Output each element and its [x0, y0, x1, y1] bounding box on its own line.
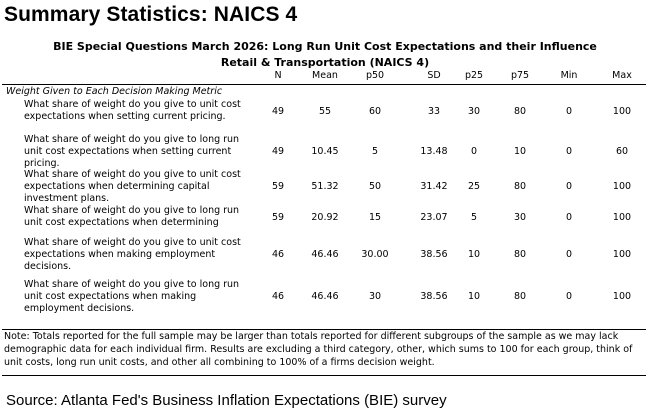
question-label: What share of weight do you give to unit… [24, 237, 260, 273]
column-header-n: N [274, 70, 282, 81]
cell-max: 100 [612, 181, 632, 192]
cell-n: 49 [271, 106, 285, 117]
cell-n: 46 [271, 249, 285, 260]
cell-p50: 30 [368, 291, 382, 302]
page-title: Summary Statistics: NAICS 4 [4, 3, 298, 26]
question-label: What share of weight do you give to long… [24, 134, 260, 170]
cell-sd: 23.07 [420, 212, 448, 223]
cell-sd: 31.42 [420, 181, 448, 192]
cell-p75: 30 [513, 212, 527, 223]
cell-min: 0 [565, 106, 573, 117]
question-line: What share of weight do you give to long… [24, 134, 240, 145]
question-label: What share of weight do you give to unit… [24, 169, 260, 205]
column-header-p50: p50 [365, 70, 385, 81]
cell-max: 100 [612, 106, 632, 117]
cell-p25: 30 [467, 106, 481, 117]
cell-sd: 13.48 [420, 146, 448, 157]
cell-n: 59 [271, 181, 285, 192]
section-label: Weight Given to Each Decision Making Met… [6, 86, 223, 97]
cell-p50: 30.00 [361, 249, 389, 260]
table-bottom-rule [2, 329, 646, 330]
question-label: What share of weight do you give to long… [24, 279, 260, 315]
cell-p75: 80 [513, 291, 527, 302]
cell-p25: 25 [467, 181, 481, 192]
cell-p75: 80 [513, 106, 527, 117]
cell-mean: 46.46 [311, 291, 339, 302]
cell-n: 46 [271, 291, 285, 302]
cell-p25: 0 [470, 146, 478, 157]
column-header-max: Max [612, 70, 632, 81]
cell-p25: 5 [470, 212, 478, 223]
cell-p50: 50 [368, 181, 382, 192]
question-line: expectations when making employment [24, 249, 216, 260]
column-header-min: Min [560, 70, 578, 81]
cell-mean: 55 [318, 106, 332, 117]
cell-min: 0 [565, 249, 573, 260]
cell-p25: 10 [467, 291, 481, 302]
cell-max: 60 [615, 146, 629, 157]
note-rule [2, 375, 646, 376]
cell-mean: 10.45 [311, 146, 339, 157]
cell-sd: 38.56 [420, 249, 448, 260]
cell-min: 0 [565, 181, 573, 192]
cell-max: 100 [612, 212, 632, 223]
cell-n: 49 [271, 146, 285, 157]
table-note: Note: Totals reported for the full sampl… [4, 331, 633, 368]
question-line: What share of weight do you give to long… [24, 205, 240, 216]
column-header-p25: p25 [464, 70, 484, 81]
cell-p50: 15 [368, 212, 382, 223]
question-line: What share of weight do you give to unit… [24, 99, 241, 110]
question-line: expectations when setting current pricin… [24, 111, 226, 122]
cell-min: 0 [565, 291, 573, 302]
question-label: What share of weight do you give to long… [24, 205, 260, 229]
table-title: BIE Special Questions March 2026: Long R… [53, 40, 597, 53]
cell-p25: 10 [467, 249, 481, 260]
header-rule [2, 84, 646, 85]
table-subtitle: Retail & Transportation (NAICS 4) [220, 56, 430, 69]
cell-p75: 10 [513, 146, 527, 157]
cell-min: 0 [565, 212, 573, 223]
question-line: expectations when determining capital [24, 181, 210, 192]
column-header-mean: Mean [312, 70, 338, 81]
column-header-p75: p75 [510, 70, 530, 81]
question-line: investment plans. [24, 193, 110, 204]
question-line: What share of weight do you give to unit… [24, 169, 241, 180]
question-line: pricing. [24, 158, 60, 169]
cell-p50: 5 [371, 146, 379, 157]
source-caption: Source: Atlanta Fed's Business Inflation… [6, 392, 447, 409]
question-line: employment decisions. [24, 303, 135, 314]
cell-n: 59 [271, 212, 285, 223]
cell-mean: 51.32 [311, 181, 339, 192]
question-line: unit cost expectations when determining [24, 217, 219, 228]
cell-min: 0 [565, 146, 573, 157]
cell-p50: 60 [368, 106, 382, 117]
cell-p75: 80 [513, 181, 527, 192]
cell-sd: 38.56 [420, 291, 448, 302]
question-line: What share of weight do you give to long… [24, 279, 240, 290]
cell-mean: 20.92 [311, 212, 339, 223]
cell-max: 100 [612, 291, 632, 302]
question-line: unit cost expectations when setting curr… [24, 146, 232, 157]
cell-mean: 46.46 [311, 249, 339, 260]
cell-max: 100 [612, 249, 632, 260]
cell-p75: 80 [513, 249, 527, 260]
question-line: What share of weight do you give to unit… [24, 237, 241, 248]
question-label: What share of weight do you give to unit… [24, 99, 260, 123]
question-line: decisions. [24, 261, 72, 272]
column-header-sd: SD [427, 70, 441, 81]
question-line: unit cost expectations when making [24, 291, 197, 302]
cell-sd: 33 [427, 106, 441, 117]
